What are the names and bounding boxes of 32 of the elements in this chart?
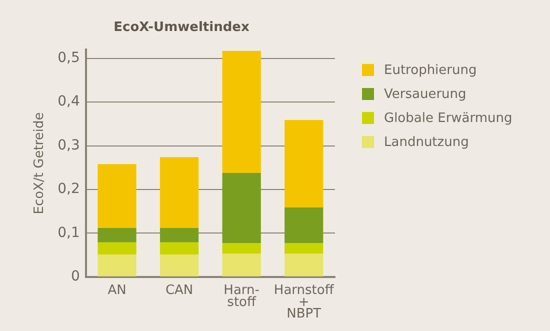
bar (160, 242, 199, 255)
x-tick-label: Harn- stoff (224, 283, 260, 310)
bar (222, 254, 261, 276)
x-tick-label: Harnstoff + NBPT (274, 283, 335, 322)
legend-label: Globale Erwärmung (384, 110, 512, 126)
chart-title: EcoX-Umweltindex (114, 20, 250, 36)
y-tick-label: 0 (70, 268, 80, 285)
legend-label: Eutrophierung (384, 62, 477, 78)
x-tick-label: CAN (165, 283, 194, 298)
bar (222, 172, 261, 244)
legend-label: Landnutzung (384, 134, 469, 150)
x-tick-label: AN (108, 283, 126, 298)
bar (98, 164, 136, 228)
bar (222, 50, 261, 173)
y-axis-title: EcoX/t Getreide (32, 112, 48, 214)
y-tick-label: 0,4 (58, 94, 80, 110)
y-tick-label: 0,5 (58, 50, 80, 66)
y-tick-label: 0,2 (58, 181, 80, 198)
y-tick-label: 0,3 (58, 137, 80, 154)
bar (222, 243, 261, 254)
y-tick-label: 0,1 (58, 224, 80, 241)
bar (160, 254, 199, 276)
bar (160, 228, 199, 242)
bar (284, 254, 324, 276)
bar (284, 243, 324, 254)
bar (98, 254, 136, 276)
bar (284, 207, 324, 244)
legend-label: Versauerung (384, 86, 466, 102)
bar (98, 228, 136, 242)
bar (160, 157, 199, 228)
bar (98, 242, 136, 255)
bar (284, 120, 324, 208)
